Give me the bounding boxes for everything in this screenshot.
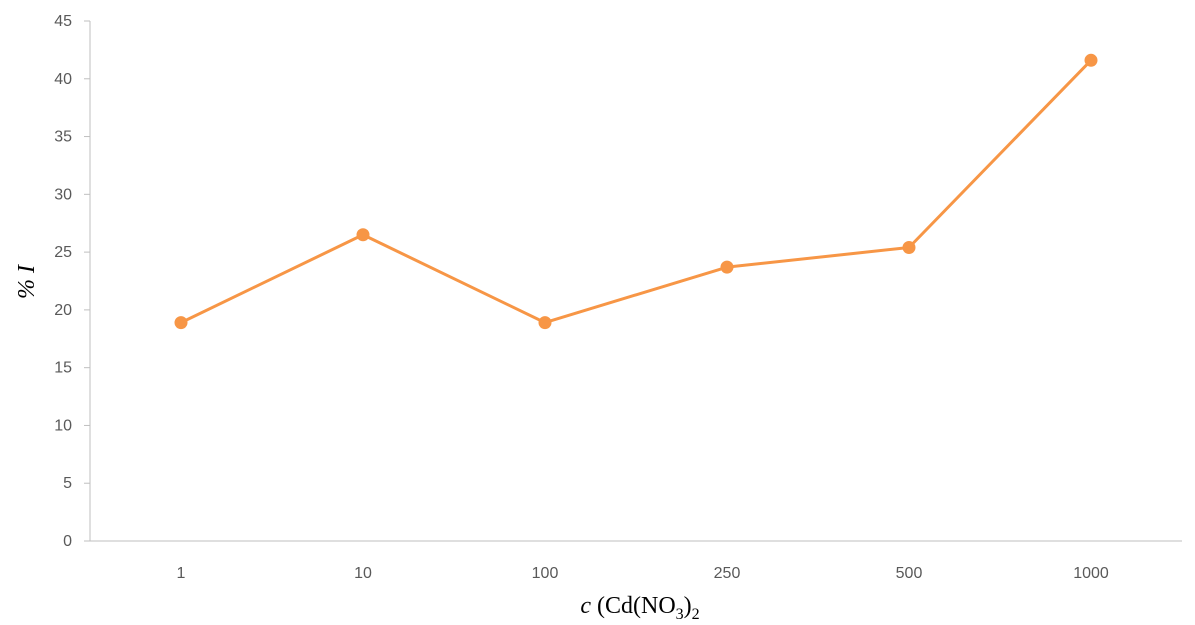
data-point xyxy=(1084,53,1098,67)
y-tick-label: 40 xyxy=(54,71,72,88)
x-axis-title-subscript-2: 2 xyxy=(692,606,700,623)
data-point xyxy=(720,260,734,274)
x-tick-label: 10 xyxy=(354,565,372,582)
series-line xyxy=(180,59,1093,325)
y-tick-label: 15 xyxy=(54,360,72,377)
y-tick-label: 30 xyxy=(54,186,72,203)
y-tick-label: 0 xyxy=(63,533,72,550)
x-axis-title-subscript-1: 3 xyxy=(676,606,684,623)
x-axis-title-close: ) xyxy=(684,593,692,619)
x-axis-title: c (Cd(NO3)2 xyxy=(580,593,699,623)
data-point xyxy=(174,316,188,330)
y-tick-label: 45 xyxy=(54,13,72,30)
x-tick-label: 500 xyxy=(896,565,923,582)
y-tick-label: 25 xyxy=(54,244,72,261)
x-axis-title-main: (Cd(NO xyxy=(591,593,676,619)
y-tick-label: 5 xyxy=(63,475,72,492)
y-tick-label: 20 xyxy=(54,302,72,319)
x-tick-label: 1000 xyxy=(1073,565,1109,582)
axes: 0 5 10 15 20 25 30 35 40 45 1 10 100 250 500 1000 xyxy=(54,13,1182,582)
x-tick-label: 250 xyxy=(714,565,741,582)
series-layer xyxy=(174,53,1098,330)
data-point xyxy=(538,316,552,330)
y-tick-label: 10 xyxy=(54,417,72,434)
y-tick-label: 35 xyxy=(54,129,72,146)
x-axis-title-variable: c xyxy=(580,593,591,619)
data-point xyxy=(356,228,370,242)
x-tick-label: 1 xyxy=(177,565,186,582)
data-point xyxy=(902,240,916,254)
y-axis-title: % I xyxy=(14,264,40,299)
x-tick-label: 100 xyxy=(532,565,559,582)
